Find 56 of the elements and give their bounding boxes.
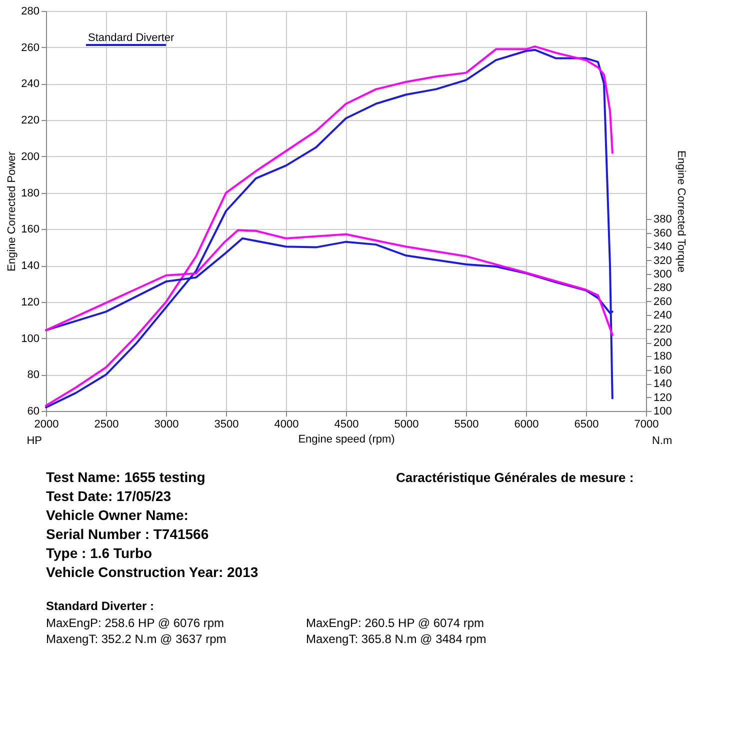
x-tick-label: 3500 <box>214 418 239 430</box>
text: Test Date: 17/05/23 <box>46 488 172 504</box>
text: Vehicle Construction Year: 2013 <box>46 564 258 580</box>
y-tick-label: 140 <box>21 260 40 272</box>
y2-tick-label: 140 <box>654 378 672 390</box>
y2-tick-label: 200 <box>654 337 672 350</box>
y2-tick-label: 180 <box>654 350 672 363</box>
y2-tick-label: 240 <box>654 310 672 322</box>
y-axis-title: Engine Corrected Power <box>6 151 18 272</box>
y2-tick-label: 120 <box>654 392 672 404</box>
y2-tick-label: 340 <box>654 241 672 254</box>
y-tick-label: 260 <box>21 42 40 54</box>
x-tick-label: 2500 <box>94 418 119 430</box>
y-tick-label: 120 <box>21 296 40 308</box>
text: Test Name: 1655 testing <box>46 469 206 485</box>
y-tick-label: 100 <box>21 332 40 345</box>
x-tick-label: 4500 <box>334 418 359 430</box>
text: Vehicle Owner Name: <box>46 507 188 523</box>
y-tick-label: 60 <box>27 406 40 418</box>
y2-tick-label: 100 <box>654 406 672 418</box>
text: Standard Diverter <box>88 32 175 44</box>
y-tick-label: 280 <box>21 6 40 18</box>
x-tick-label: 5000 <box>394 418 419 430</box>
text: MaxEngP: 258.6 HP @ 6076 rpm <box>46 616 224 630</box>
y2-tick-label: 320 <box>654 254 672 267</box>
y2-tick-label: 300 <box>654 268 672 281</box>
text: Caractéristique Générales de mesure : <box>396 470 634 485</box>
y-tick-label: 200 <box>21 150 40 163</box>
x-tick-label: 6500 <box>574 418 599 430</box>
y-tick-label: 240 <box>21 78 40 90</box>
y-tick-label: 80 <box>27 369 40 382</box>
x-axis-title: Engine speed (rpm) <box>298 434 395 446</box>
y2-tick-label: 380 <box>654 214 672 226</box>
x-tick-label: 6000 <box>514 418 539 430</box>
text: HP <box>26 435 42 447</box>
text: Serial Number : T741566 <box>46 526 209 542</box>
y-tick-label: 220 <box>21 114 40 127</box>
x-tick-label: 5500 <box>454 418 479 430</box>
text: MaxEngP: 260.5 HP @ 6074 rpm <box>306 616 484 630</box>
x-tick-label: 4000 <box>274 418 299 430</box>
y2-tick-label: 280 <box>654 282 672 294</box>
x-tick-label: 7000 <box>634 418 659 430</box>
y-tick-label: 160 <box>21 224 40 236</box>
y2-tick-label: 360 <box>654 227 672 240</box>
text: MaxengT: 352.2 N.m @ 3637 rpm <box>46 632 226 646</box>
x-tick-label: 2000 <box>34 418 59 430</box>
text: N.m <box>652 435 672 447</box>
y-tick-label: 180 <box>21 187 40 200</box>
text: MaxengT: 365.8 N.m @ 3484 rpm <box>306 632 486 646</box>
x-tick-label: 3000 <box>154 418 179 430</box>
y2-tick-label: 220 <box>654 323 672 336</box>
y2-tick-label: 260 <box>654 296 672 308</box>
text: Type : 1.6 Turbo <box>46 545 152 561</box>
y2-tick-label: 160 <box>654 364 672 376</box>
y2-axis-title: Engine Corrected Torque <box>674 150 687 273</box>
text: Standard Diverter : <box>46 599 154 613</box>
